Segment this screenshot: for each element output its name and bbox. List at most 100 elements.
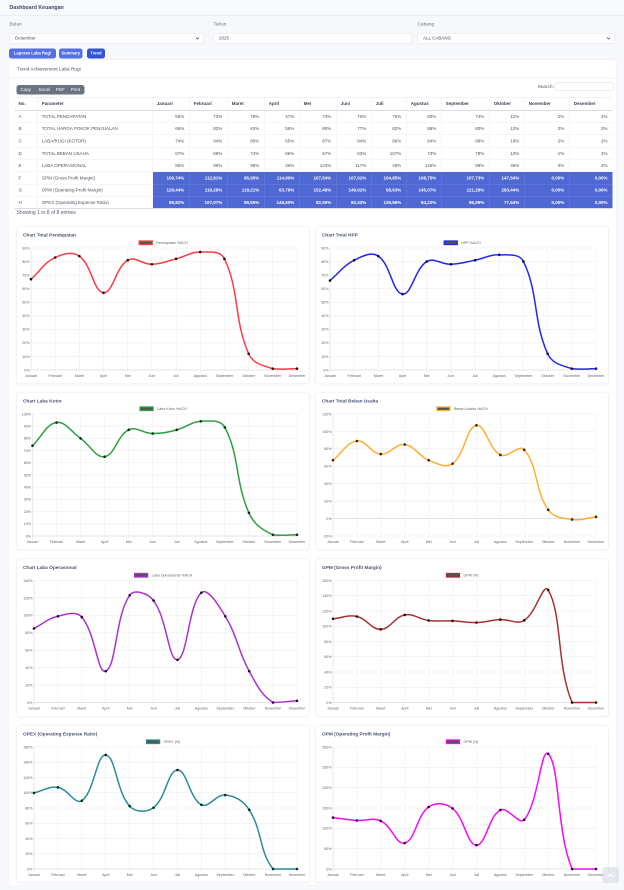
svg-text:Agustus: Agustus [194, 374, 207, 378]
svg-text:140%: 140% [23, 761, 33, 765]
svg-text:0%: 0% [326, 517, 332, 521]
svg-text:120%: 120% [322, 412, 332, 416]
svg-text:Oktober: Oktober [542, 707, 556, 711]
svg-text:OPM (%): OPM (%) [464, 740, 479, 744]
svg-text:Juni: Juni [448, 374, 455, 378]
svg-text:Januari: Januari [25, 374, 37, 378]
svg-text:40%: 40% [321, 314, 329, 318]
svg-text:Juli: Juli [474, 707, 480, 711]
svg-text:April: April [401, 707, 408, 711]
svg-text:20%: 20% [324, 499, 332, 503]
svg-text:September: September [216, 540, 235, 544]
svg-text:100%: 100% [23, 791, 33, 795]
svg-text:Maret: Maret [77, 873, 86, 877]
svg-text:Januari: Januari [28, 873, 40, 877]
svg-text:Agustus: Agustus [195, 707, 208, 711]
svg-text:Agustus: Agustus [195, 873, 208, 877]
svg-text:Pendapatan %ACH: Pendapatan %ACH [156, 241, 188, 245]
svg-text:70%: 70% [321, 273, 329, 277]
svg-text:60%: 60% [324, 655, 332, 659]
svg-text:Juli: Juli [174, 540, 180, 544]
svg-text:GPM (Gross Profit Margin): GPM (Gross Profit Margin) [322, 565, 382, 571]
svg-text:Oktober: Oktober [243, 873, 257, 877]
svg-text:30%: 30% [24, 498, 32, 502]
svg-text:April: April [101, 540, 108, 544]
svg-text:Mei: Mei [426, 540, 432, 544]
svg-text:Januari: Januari [327, 707, 339, 711]
svg-text:Januari: Januari [324, 374, 336, 378]
svg-text:40%: 40% [24, 486, 32, 490]
svg-text:November: November [564, 873, 582, 877]
svg-text:20%: 20% [25, 852, 33, 856]
svg-text:80%: 80% [25, 806, 33, 810]
svg-text:120%: 120% [322, 609, 332, 613]
svg-text:100%: 100% [23, 614, 33, 618]
svg-text:April: April [100, 374, 107, 378]
svg-text:20%: 20% [22, 341, 30, 345]
svg-text:Juli: Juli [173, 374, 179, 378]
svg-text:40%: 40% [324, 670, 332, 674]
svg-text:40%: 40% [25, 666, 33, 670]
svg-text:November: November [564, 707, 582, 711]
svg-text:Desember: Desember [289, 707, 307, 711]
svg-text:Februari: Februari [48, 374, 62, 378]
svg-text:Juni: Juni [149, 540, 156, 544]
svg-text:0%: 0% [323, 368, 329, 372]
svg-text:November: November [265, 707, 283, 711]
svg-text:Desember: Desember [289, 540, 307, 544]
svg-text:Agustus: Agustus [194, 540, 207, 544]
svg-text:Januari: Januari [327, 540, 339, 544]
svg-text:Agustus: Agustus [494, 707, 507, 711]
svg-text:0%: 0% [26, 534, 32, 538]
svg-text:September: September [515, 707, 534, 711]
svg-text:September: September [216, 374, 235, 378]
svg-text:10%: 10% [24, 522, 32, 526]
svg-text:150%: 150% [322, 806, 332, 810]
svg-text:Laba Kotor %ACH: Laba Kotor %ACH [157, 407, 187, 411]
svg-text:100%: 100% [322, 827, 332, 831]
svg-text:OPEX (%): OPEX (%) [164, 740, 181, 744]
svg-text:50%: 50% [321, 301, 329, 305]
svg-text:Oktober: Oktober [242, 374, 256, 378]
svg-text:Juli: Juli [474, 873, 480, 877]
svg-text:60%: 60% [25, 822, 33, 826]
svg-text:November: November [265, 540, 283, 544]
svg-text:20%: 20% [24, 510, 32, 514]
svg-text:Chart Laba Operasional: Chart Laba Operasional [23, 565, 77, 571]
svg-text:Chart Total Beban Usaha: Chart Total Beban Usaha [322, 399, 378, 405]
svg-text:30%: 30% [22, 328, 30, 332]
svg-text:September: September [515, 374, 534, 378]
svg-text:Januari: Januari [28, 707, 40, 711]
svg-text:120%: 120% [23, 776, 33, 780]
svg-text:Desember: Desember [588, 873, 606, 877]
svg-text:0%: 0% [326, 867, 332, 871]
svg-text:90%: 90% [22, 246, 30, 250]
svg-text:60%: 60% [324, 465, 332, 469]
svg-text:140%: 140% [23, 579, 33, 583]
svg-text:Oktober: Oktober [242, 540, 256, 544]
svg-text:Juli: Juli [472, 374, 478, 378]
svg-text:50%: 50% [324, 847, 332, 851]
svg-text:Juli: Juli [474, 540, 480, 544]
svg-text:November: November [265, 873, 283, 877]
svg-text:Juni: Juni [149, 374, 156, 378]
svg-text:40%: 40% [324, 482, 332, 486]
svg-text:50%: 50% [22, 301, 30, 305]
svg-text:80%: 80% [24, 437, 32, 441]
svg-text:September: September [216, 873, 235, 877]
svg-text:80%: 80% [321, 260, 329, 264]
svg-text:Juli: Juli [175, 873, 181, 877]
svg-text:Mei: Mei [426, 873, 432, 877]
svg-text:Agustus: Agustus [493, 374, 506, 378]
svg-text:Mei: Mei [127, 873, 133, 877]
svg-text:September: September [515, 540, 534, 544]
svg-text:Mei: Mei [424, 374, 430, 378]
svg-text:70%: 70% [22, 273, 30, 277]
svg-text:80%: 80% [22, 260, 30, 264]
svg-text:April: April [102, 873, 109, 877]
svg-text:40%: 40% [22, 314, 30, 318]
svg-text:300%: 300% [322, 745, 332, 749]
svg-text:Mei: Mei [426, 707, 432, 711]
svg-text:40%: 40% [25, 837, 33, 841]
svg-text:April: April [401, 540, 408, 544]
